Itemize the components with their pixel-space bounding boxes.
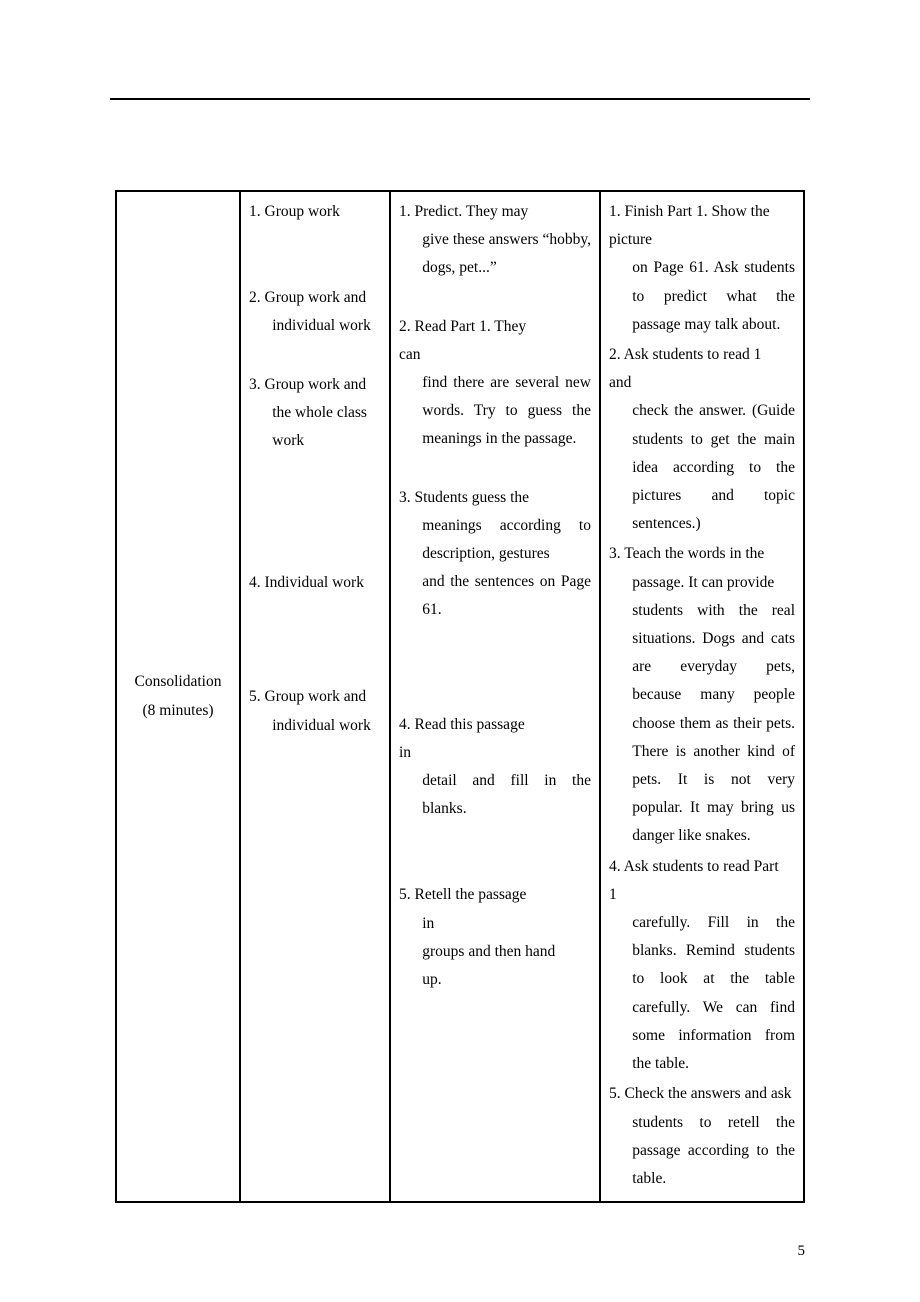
table-row: Consolidation (8 minutes) 1. Group work … [116, 191, 804, 1202]
stage-name: Consolidation [123, 668, 233, 696]
header-rule [110, 98, 810, 100]
list-item: 1. Finish Part 1. Show thepictureon Page… [609, 198, 795, 339]
spacer [249, 599, 381, 683]
item-num: 5. [609, 1085, 621, 1102]
teacher-activity-cell: 1. Finish Part 1. Show thepictureon Page… [600, 191, 804, 1202]
list-item: 4. Ask students to read Part1carefully. … [609, 853, 795, 1079]
list-item: 5. Group work and individual work [249, 683, 381, 739]
lesson-plan-table: Consolidation (8 minutes) 1. Group work … [115, 190, 805, 1203]
item-num: 5. [249, 688, 261, 705]
spacer [249, 343, 381, 371]
item-num: 3. [399, 489, 411, 506]
spacer [399, 456, 591, 484]
lesson-plan-table-wrap: Consolidation (8 minutes) 1. Group work … [115, 190, 805, 1203]
page: Consolidation (8 minutes) 1. Group work … [0, 0, 920, 1302]
item-num: 1. [249, 203, 261, 220]
item-text: Group work [265, 203, 340, 220]
item-num: 2. [249, 289, 261, 306]
item-num: 1. [609, 203, 621, 220]
page-number-text: 5 [798, 1243, 806, 1259]
stage-cell: Consolidation (8 minutes) [116, 191, 240, 1202]
spacer [399, 285, 591, 313]
list-item: 2. Ask students to read 1andcheck the an… [609, 341, 795, 538]
list-item: 5. Check the answers and askstudents to … [609, 1080, 795, 1193]
item-num: 5. [399, 886, 411, 903]
list-item: 2. Read Part 1. Theycanfind there are se… [399, 313, 591, 454]
spacer [249, 228, 381, 284]
stage-name-text: Consolidation [135, 673, 222, 690]
spacer [399, 627, 591, 711]
list-item: 3. Teach the words in thepassage. It can… [609, 540, 795, 850]
item-num: 4. [399, 716, 411, 733]
list-item: 3. Students guess themeanings according … [399, 484, 591, 625]
page-number: 5 [798, 1243, 806, 1260]
list-item: 5. Retell the passageingroups and then h… [399, 881, 591, 994]
list-item: 1. Group work [249, 198, 381, 226]
item-num: 4. [609, 858, 621, 875]
item-text: Individual work [265, 574, 364, 591]
item-text: Group work and the whole class work [265, 376, 367, 449]
item-num: 4. [249, 574, 261, 591]
list-item: 1. Predict. They maygive these answers “… [399, 198, 591, 283]
stage-duration: (8 minutes) [123, 697, 233, 725]
stage-duration-text: (8 minutes) [142, 702, 213, 719]
spacer [249, 457, 381, 569]
item-num: 2. [399, 318, 411, 335]
list-item: 2. Group work and individual work [249, 284, 381, 340]
list-item: 4. Read this passageindetail and fill in… [399, 711, 591, 824]
item-text: Group work and individual work [265, 289, 371, 334]
item-num: 3. [609, 545, 621, 562]
list-item: 3. Group work and the whole class work [249, 371, 381, 456]
item-num: 3. [249, 376, 261, 393]
student-activity-cell: 1. Predict. They maygive these answers “… [390, 191, 600, 1202]
list-item: 4. Individual work [249, 569, 381, 597]
item-num: 2. [609, 346, 621, 363]
item-text: Group work and individual work [265, 688, 371, 733]
item-num: 1. [399, 203, 411, 220]
interaction-cell: 1. Group work 2. Group work and individu… [240, 191, 390, 1202]
spacer [399, 825, 591, 881]
